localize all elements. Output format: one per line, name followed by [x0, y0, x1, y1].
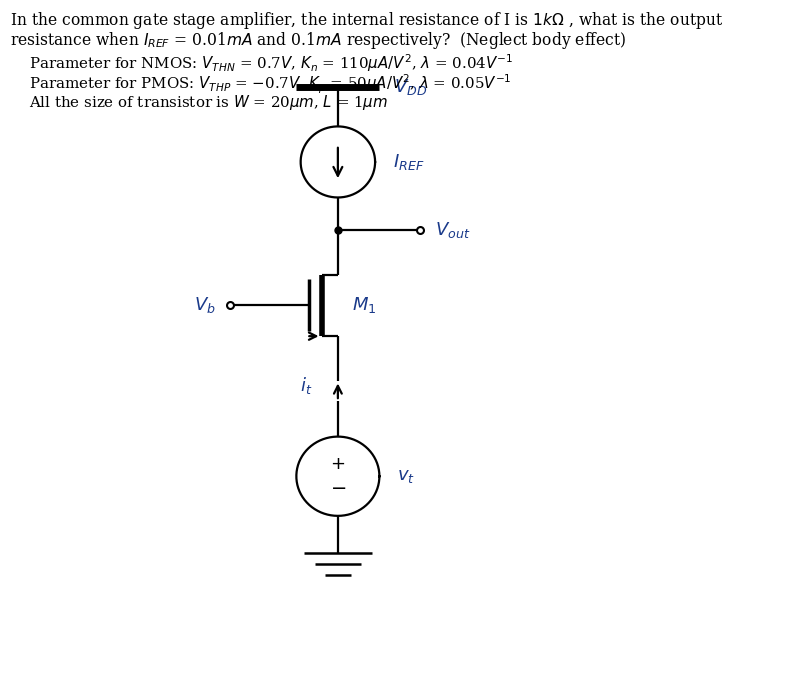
Text: $v_t$: $v_t$ — [397, 467, 415, 485]
Text: All the size of transistor is $W$ = 20$\mu m$, $L$ = 1$\mu m$: All the size of transistor is $W$ = 20$\… — [10, 93, 388, 112]
Text: $M_1$: $M_1$ — [352, 296, 376, 316]
Text: resistance when $I_{REF}$ = 0.01$mA$ and 0.1$mA$ respectively?  (Neglect body ef: resistance when $I_{REF}$ = 0.01$mA$ and… — [10, 30, 626, 51]
Text: Parameter for PMOS: $V_{THP}$ = $-$0.7$V$, $K_p$ = 50$\mu A/V^2$, $\lambda$ = 0.: Parameter for PMOS: $V_{THP}$ = $-$0.7$V… — [10, 73, 512, 96]
Text: $V_{DD}$: $V_{DD}$ — [393, 77, 427, 97]
Text: In the common gate stage amplifier, the internal resistance of I is $1k\Omega$ ,: In the common gate stage amplifier, the … — [10, 10, 723, 31]
Text: $-$: $-$ — [330, 477, 346, 496]
Text: $i_t$: $i_t$ — [300, 375, 313, 396]
Text: $+$: $+$ — [330, 455, 345, 473]
Text: $V_b$: $V_b$ — [195, 296, 217, 316]
Text: $V_{out}$: $V_{out}$ — [435, 220, 470, 240]
Text: $I_{REF}$: $I_{REF}$ — [393, 152, 424, 172]
Text: Parameter for NMOS: $V_{THN}$ = 0.7$V$, $K_n$ = 110$\mu A/V^2$, $\lambda$ = 0.04: Parameter for NMOS: $V_{THN}$ = 0.7$V$, … — [10, 53, 513, 74]
